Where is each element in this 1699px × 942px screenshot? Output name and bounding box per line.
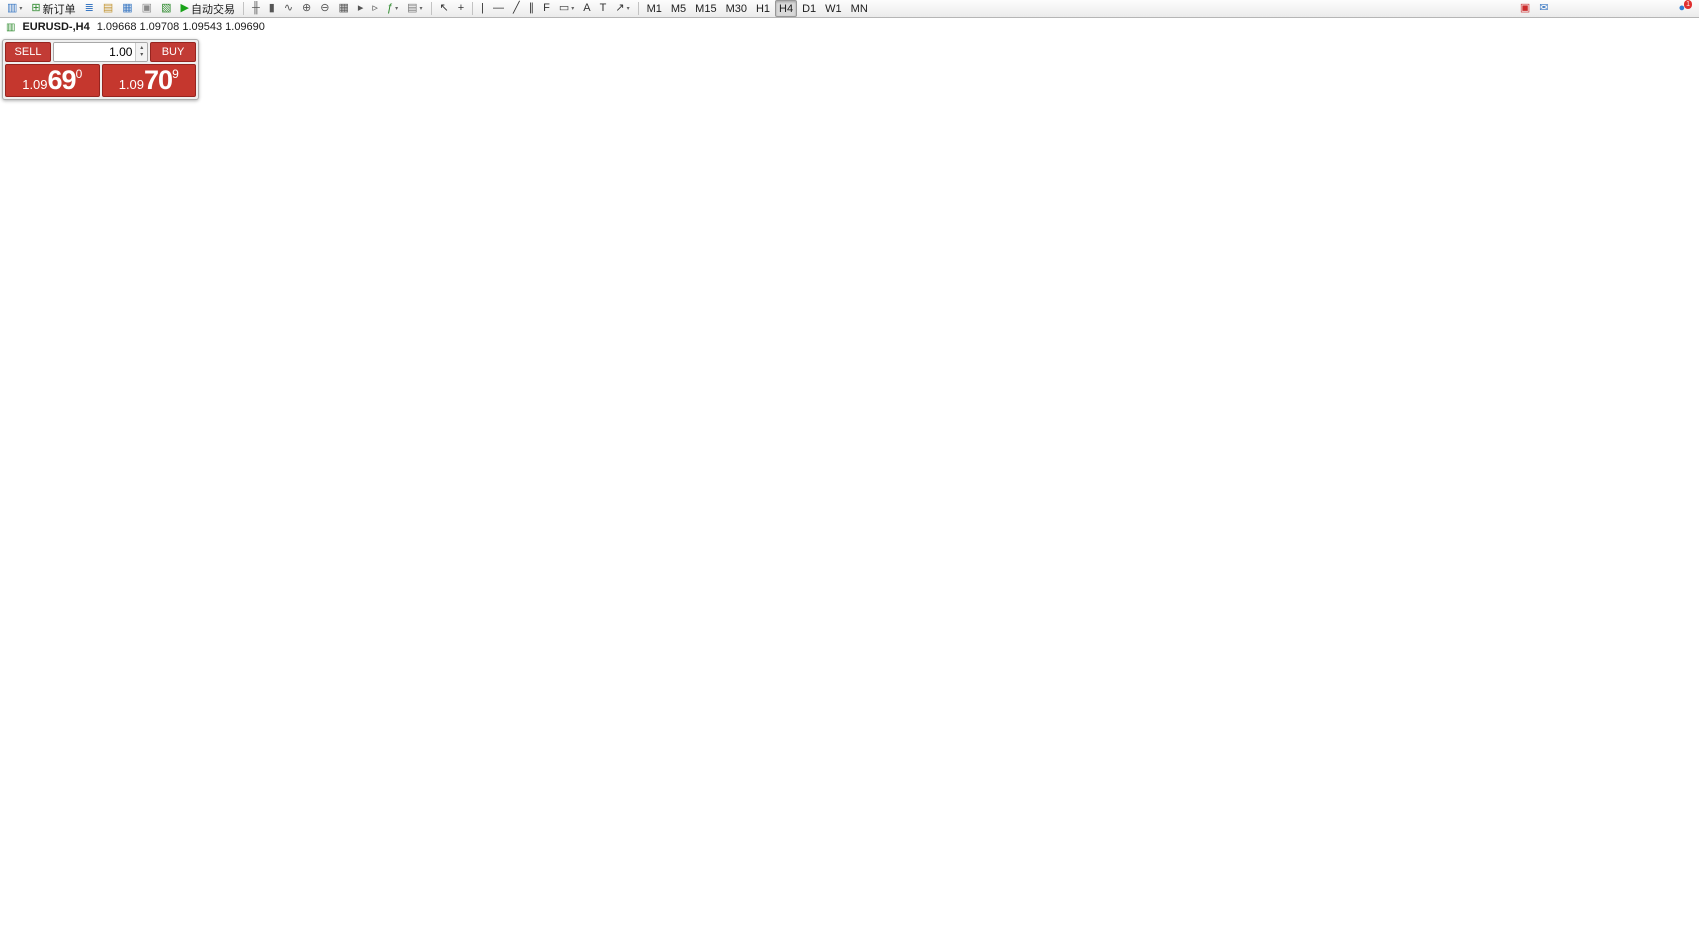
tf-h4[interactable]: H4 — [775, 0, 798, 17]
volume-spinner: ▴ ▾ — [135, 43, 147, 61]
bid-price[interactable]: 1.09 69 0 — [5, 64, 100, 97]
volume-field: ▴ ▾ — [53, 42, 148, 62]
toolbar-separator — [472, 2, 474, 15]
text-label-icon[interactable]: T — [599, 2, 607, 14]
tf-d1[interactable]: D1 — [802, 2, 817, 15]
data-window-icon[interactable]: ▤ — [102, 2, 114, 14]
ask-prefix: 1.09 — [118, 77, 145, 92]
templates-icon[interactable]: ▤ ▾ — [407, 2, 423, 14]
volume-up-icon[interactable]: ▴ — [140, 45, 144, 51]
chart-window: ▥ EURUSD-,H4 1.09668 1.09708 1.09543 1.0… — [0, 18, 1699, 942]
fibonacci-icon[interactable]: F — [543, 2, 550, 14]
text-icon[interactable]: A — [583, 2, 591, 14]
indicators-icon[interactable]: ƒ ▾ — [386, 2, 399, 14]
toolbar-separator — [637, 2, 639, 15]
toolbar-separator — [430, 2, 432, 15]
ask-price[interactable]: 1.09 70 9 — [101, 64, 196, 97]
market-watch-icon[interactable]: ≣ — [84, 2, 94, 14]
buy-button[interactable]: BUY — [150, 42, 196, 62]
tf-m30[interactable]: M30 — [725, 2, 747, 15]
volume-input[interactable] — [54, 43, 136, 61]
chart-ohlc-values: 1.09668 1.09708 1.09543 1.09690 — [96, 21, 265, 33]
trendline-icon[interactable]: ╱ — [513, 2, 520, 14]
chart-shift-icon[interactable]: ▹ — [372, 2, 378, 14]
price-chart[interactable] — [0, 18, 1699, 942]
bid-prefix: 1.09 — [22, 77, 48, 92]
tile-windows-icon[interactable]: ▦ — [338, 2, 349, 14]
tf-m15[interactable]: M15 — [695, 2, 717, 15]
line-chart-icon[interactable]: ∿ — [283, 2, 294, 14]
crosshair-icon[interactable]: + — [457, 2, 465, 14]
candlestick-chart-icon[interactable]: ▮ — [268, 2, 275, 14]
tf-h1[interactable]: H1 — [755, 2, 771, 15]
chart-title: ▥ EURUSD-,H4 1.09668 1.09708 1.09543 1.0… — [6, 21, 265, 33]
channel-icon[interactable]: ∥ — [528, 2, 535, 14]
strategy-tester-icon[interactable]: ▧ — [161, 2, 172, 14]
navigator-icon[interactable]: ▦ — [122, 2, 133, 14]
chart-symbol-period: EURUSD-,H4 — [22, 21, 90, 33]
tf-m1[interactable]: M1 — [646, 2, 662, 15]
news-icon[interactable]: ▣ — [1519, 2, 1531, 14]
arrows-tool-icon[interactable]: ↗ ▾ — [615, 2, 630, 14]
new-chart-icon[interactable]: ▥ ▾ — [7, 2, 23, 14]
toolbar: ▥ ▾ ⊞ 新订单 ≣ ▤ ▦ ▣ ▧ ▶ 自动交易 ╫ ▮ ∿ ⊕ ⊖ ▦ ▸ ▹ ƒ ▾ ▤ ▾ ↖ + | — ╱ ∥ F ▭ ▾ A T ↗… — [0, 0, 1699, 18]
sell-button[interactable]: SELL — [5, 42, 51, 62]
ask-big-digits: 70 — [144, 65, 173, 95]
community-icon[interactable]: ✉ — [1539, 2, 1549, 14]
chart-icon: ▥ — [6, 21, 16, 33]
cursor-icon[interactable]: ↖ — [439, 2, 449, 14]
shapes-icon[interactable]: ▭ ▾ — [558, 2, 575, 14]
terminal-icon[interactable]: ▣ — [141, 2, 153, 14]
bid-big-digits: 69 — [47, 65, 77, 95]
tf-mn[interactable]: MN — [850, 2, 868, 15]
toolbar-separator — [242, 2, 244, 15]
zoom-out-icon[interactable]: ⊖ — [320, 2, 330, 14]
tf-m5[interactable]: M5 — [670, 2, 687, 15]
auto-scroll-icon[interactable]: ▸ — [357, 2, 364, 14]
one-click-trading-panel: SELL ▴ ▾ BUY 1.09 69 0 1.09 70 9 — [2, 39, 199, 100]
vertical-line-icon[interactable]: | — [481, 2, 485, 14]
volume-down-icon[interactable]: ▾ — [140, 52, 144, 58]
tf-w1[interactable]: W1 — [825, 2, 842, 15]
ask-pip-digit: 9 — [172, 67, 179, 81]
zoom-in-icon[interactable]: ⊕ — [302, 2, 312, 14]
autotrading-button[interactable]: ▶ 自动交易 — [180, 2, 235, 16]
horizontal-line-icon[interactable]: — — [493, 2, 505, 14]
notifications-icon[interactable]: ● 1 — [1678, 0, 1692, 14]
new-order-button[interactable]: ⊞ 新订单 — [31, 2, 76, 16]
bid-pip-digit: 0 — [75, 67, 83, 81]
bar-chart-icon[interactable]: ╫ — [251, 2, 260, 14]
